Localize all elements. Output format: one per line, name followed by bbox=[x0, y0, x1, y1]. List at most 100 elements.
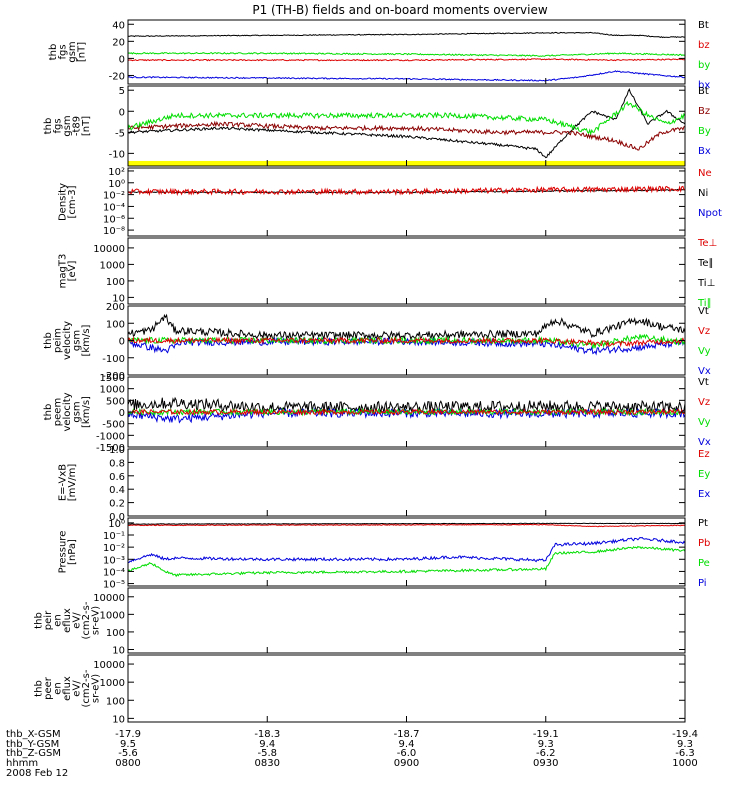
panel-8-ytick-label-2: 10⁻¹ bbox=[103, 531, 125, 542]
panel-7: 1.0 0.8 0.6 0.4 0.2 0.0 E=-VxB[mV/m] Ez Ey Ex bbox=[57, 445, 710, 523]
panel-3-ytick-label-4: 10⁻⁴ bbox=[103, 202, 125, 213]
panel-8-series-2 bbox=[127, 523, 686, 528]
panel-2-legend-3: By bbox=[698, 126, 711, 137]
panel-7-ylabel-2: [mV/m] bbox=[67, 464, 78, 502]
time-axis-tick-4-y: 9.3 bbox=[538, 739, 554, 750]
panel-5-legend-1: Vt bbox=[698, 306, 709, 317]
panel-9-ylabel-6: (cm2-s- bbox=[81, 601, 92, 639]
panel-10-ytick-label-4: 10 bbox=[112, 714, 125, 725]
panel-10-ylabel-1: thb bbox=[34, 680, 45, 697]
panel-4-frame bbox=[127, 237, 686, 305]
panel-2-ylabel-2: fgs bbox=[53, 118, 64, 133]
panel-2-frame bbox=[127, 85, 686, 167]
panel-1-ylabel-3: gsm bbox=[67, 41, 78, 62]
panel-5-ytick-label-5: -200 bbox=[102, 371, 125, 382]
panel-3-legend-2: Ni bbox=[698, 188, 708, 199]
date-label: 2008 Feb 12 bbox=[6, 768, 68, 779]
panel-2-ytick-label-4: -10 bbox=[109, 149, 125, 160]
time-axis-tick-2-t: 0830 bbox=[255, 758, 280, 769]
panel-10-ylabel-7: sr-eV) bbox=[91, 674, 102, 703]
panel-1-ytick-label-3: 0 bbox=[119, 54, 125, 65]
panel-6-ytick-label-4: 0 bbox=[119, 408, 125, 419]
panel-9-ylabel-1: thb bbox=[34, 612, 45, 629]
panel-1-ylabel-2: fgs bbox=[57, 44, 68, 59]
panel-7-ytick-label-5: 0.2 bbox=[109, 499, 125, 510]
panel-6-legend-1: Vt bbox=[698, 377, 709, 388]
panel-9-ylabel-3: en bbox=[53, 614, 64, 627]
panel-7-ytick-label-3: 0.6 bbox=[109, 472, 125, 483]
panel-10-ytick-label-2: 1000 bbox=[100, 678, 125, 689]
panel-10-ylabel-2: peer bbox=[43, 676, 54, 700]
panel-5-legend-3: Vy bbox=[698, 346, 711, 357]
panel-1-ylabel-4: [nT] bbox=[76, 42, 87, 62]
time-axis-tick-5-t: 1000 bbox=[672, 758, 697, 769]
panel-9-ytick-label-1: 10000 bbox=[93, 593, 125, 604]
panel-9-ylabel-5: eV/ bbox=[72, 612, 83, 629]
time-axis: thb_X-GSMthb_Y-GSMthb_Z-GSMhhmm-17.99.5-… bbox=[6, 729, 698, 769]
time-axis-row-label-2: thb_Y-GSM bbox=[6, 739, 59, 750]
panel-1-series-1 bbox=[127, 31, 686, 39]
time-axis-row-label-1: thb_X-GSM bbox=[6, 729, 61, 740]
panel-5-ytick-label-3: 0 bbox=[119, 337, 125, 348]
time-axis-tick-2-x: -18.3 bbox=[254, 729, 280, 740]
panel-9-ylabel-2: peir bbox=[43, 610, 54, 630]
time-axis-row-label-4: hhmm bbox=[6, 758, 38, 769]
panel-2-ytick-label-3: -5 bbox=[115, 128, 125, 139]
panel-5-legend-2: Vz bbox=[698, 326, 710, 337]
time-axis-tick-2-z: -5.8 bbox=[257, 748, 277, 759]
panel-8-ytick-label-6: 10⁻⁵ bbox=[103, 580, 125, 591]
time-axis-tick-4-z: -6.2 bbox=[536, 748, 556, 759]
panel-5-ylabel-5: [km/s] bbox=[81, 324, 92, 356]
panel-4-ytick-label-1: 10000 bbox=[93, 244, 125, 255]
panel-5-series-1 bbox=[127, 313, 686, 341]
panel-8-ylabel-1: Pressure bbox=[57, 531, 68, 574]
panel-6-ylabel-4: gsm bbox=[72, 401, 83, 422]
panel-5-ylabel-4: gsm bbox=[72, 330, 83, 351]
panel-8-ytick-label-1: 10⁰ bbox=[108, 519, 125, 530]
panel-1-series-3 bbox=[127, 51, 686, 57]
panel-6-series-4 bbox=[127, 407, 686, 417]
panel-3-ylabel-2: [cm-3] bbox=[67, 185, 78, 218]
panel-10-ylabel-3: en bbox=[53, 682, 64, 695]
panel-6-ytick-label-6: -1000 bbox=[96, 431, 125, 442]
panel-7-legend-1: Ez bbox=[698, 449, 710, 460]
panel-2-legend-1: Bt bbox=[698, 86, 709, 97]
panel-9: 10000 1000 100 10 thbpeirenefluxeV/(cm2-s-sr… bbox=[34, 587, 686, 656]
panel-3-frame bbox=[127, 167, 686, 237]
panel-8-ytick-label-5: 10⁻⁴ bbox=[103, 567, 125, 578]
time-axis-tick-1-x: -17.9 bbox=[115, 729, 141, 740]
panel-6-ytick-label-3: 500 bbox=[106, 396, 125, 407]
panel-10-ytick-label-1: 10000 bbox=[93, 660, 125, 671]
panel-2-ytick-label-1: 5 bbox=[119, 86, 125, 97]
panel-5-ytick-label-2: 100 bbox=[106, 319, 125, 330]
panel-7-ytick-label-1: 1.0 bbox=[109, 445, 125, 456]
panel-1-ytick-label-1: 40 bbox=[112, 20, 125, 31]
panel-6-legend-3: Vy bbox=[698, 417, 711, 428]
panel-9-ytick-label-3: 100 bbox=[106, 628, 125, 639]
panel-3-legend-3: Npot bbox=[698, 208, 722, 219]
panel-10-ylabel-5: eV/ bbox=[72, 680, 83, 697]
panel-4-legend-1: Te⊥ bbox=[697, 238, 717, 249]
panel-5-ylabel-1: thb bbox=[43, 332, 54, 349]
panel-6-legend-4: Vx bbox=[698, 437, 711, 448]
panel-7-legend-3: Ex bbox=[698, 489, 710, 500]
panel-2-ylabel-1: thb bbox=[43, 118, 54, 135]
panel-6-ytick-label-1: 1500 bbox=[100, 373, 125, 384]
panel-4-ytick-label-2: 1000 bbox=[100, 260, 125, 271]
panel-3-ytick-label-2: 10⁰ bbox=[108, 179, 125, 190]
panel-6-ylabel-5: [km/s] bbox=[81, 396, 92, 428]
panel-2-ylabel-3: gsm bbox=[62, 115, 73, 136]
panel-8-legend-3: Pe bbox=[698, 558, 710, 569]
panel-6-ytick-label-2: 1000 bbox=[100, 385, 125, 396]
panel-2-ylabel-5: [nT] bbox=[81, 116, 92, 136]
panel-4-legend-2: Te∥ bbox=[697, 258, 714, 269]
time-axis-row-label-3: thb_Z-GSM bbox=[6, 748, 61, 759]
panel-8-legend-2: Pb bbox=[698, 538, 710, 549]
panel-4-ytick-label-3: 100 bbox=[106, 277, 125, 288]
panel-9-ytick-label-2: 1000 bbox=[100, 610, 125, 621]
